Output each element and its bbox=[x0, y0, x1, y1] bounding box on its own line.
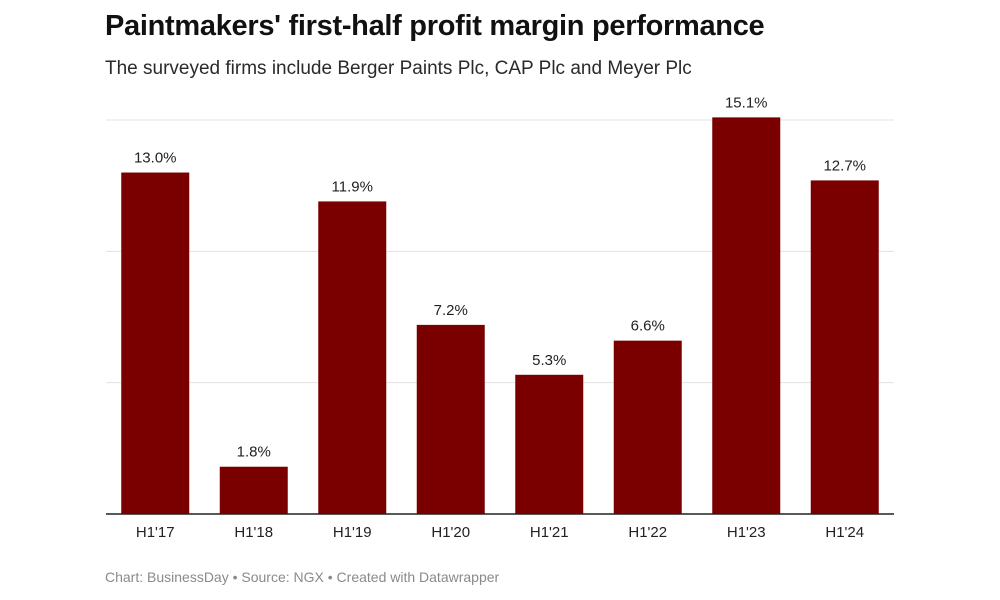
bar-H1'17 bbox=[121, 172, 190, 515]
data-label-H1'24: 12.7% bbox=[823, 157, 866, 174]
bar-H1'19 bbox=[318, 201, 387, 514]
bar-H1'24 bbox=[810, 180, 879, 514]
data-label-H1'21: 5.3% bbox=[532, 352, 566, 369]
x-tick-label-H1'18: H1'18 bbox=[234, 524, 273, 541]
bar-H1'23 bbox=[712, 117, 781, 514]
chart-title: Paintmakers' first-half profit margin pe… bbox=[105, 10, 765, 42]
data-labels: 13.0% 1.8% 11.9% 7.2% 5.3% 6.6% 15.1% 12.7% bbox=[134, 94, 866, 460]
data-label-H1'23: 15.1% bbox=[725, 94, 768, 111]
bar-H1'18 bbox=[219, 466, 288, 514]
x-tick-label-H1'19: H1'19 bbox=[333, 524, 372, 541]
bar-H1'22 bbox=[613, 340, 682, 514]
bars bbox=[121, 117, 879, 515]
x-tick-label-H1'22: H1'22 bbox=[628, 524, 667, 541]
data-label-H1'22: 6.6% bbox=[631, 318, 665, 335]
x-axis-tick-labels: H1'17 H1'18 H1'19 H1'20 H1'21 H1'22 H1'23 H1'24 bbox=[136, 524, 864, 541]
x-tick-label-H1'23: H1'23 bbox=[727, 524, 766, 541]
x-tick-label-H1'21: H1'21 bbox=[530, 524, 569, 541]
x-tick-label-H1'17: H1'17 bbox=[136, 524, 175, 541]
bar-H1'20 bbox=[416, 324, 485, 514]
x-tick-label-H1'20: H1'20 bbox=[431, 524, 470, 541]
chart-footer-credit: Chart: BusinessDay • Source: NGX • Creat… bbox=[105, 569, 500, 585]
data-label-H1'17: 13.0% bbox=[134, 150, 177, 167]
data-label-H1'18: 1.8% bbox=[237, 444, 271, 461]
bar-H1'21 bbox=[515, 374, 584, 514]
chart-subtitle: The surveyed firms include Berger Paints… bbox=[105, 58, 692, 79]
data-label-H1'19: 11.9% bbox=[332, 178, 373, 195]
data-label-H1'20: 7.2% bbox=[434, 302, 468, 319]
x-tick-label-H1'24: H1'24 bbox=[825, 524, 864, 541]
